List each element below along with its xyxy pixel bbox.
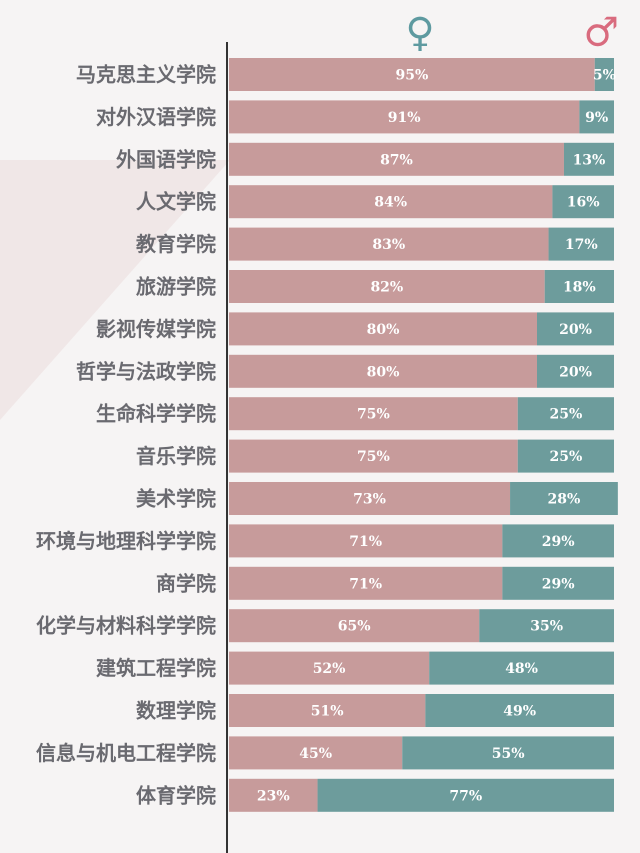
male-bar [537, 354, 614, 388]
male-value-label: 9% [585, 110, 608, 126]
female-bar [229, 524, 503, 558]
female-bar [229, 736, 403, 770]
female-bar [229, 609, 480, 643]
male-bar [537, 312, 614, 346]
female-bar [229, 100, 580, 134]
male-value-label: 17% [565, 237, 598, 253]
female-bar [229, 694, 426, 727]
female-value-label: 80% [367, 364, 400, 380]
male-value-label: 49% [503, 704, 536, 720]
male-value-label: 18% [563, 280, 596, 296]
category-label: 生命科学学院 [96, 402, 216, 426]
female-bar [229, 439, 518, 473]
bars: 95% 5% 91% 9% 87% 13% 84% 16% 83% 17% 82% 18% 80% 20%… [229, 58, 618, 812]
male-bar [544, 270, 614, 303]
female-bar [229, 566, 503, 600]
male-value-label: 20% [559, 364, 592, 380]
category-label: 音乐学院 [136, 444, 216, 468]
female-bar [229, 227, 549, 261]
female-value-label: 45% [299, 746, 332, 762]
female-value-label: 82% [370, 280, 403, 296]
female-value-label: 84% [374, 195, 407, 211]
male-bar [594, 58, 614, 91]
male-value-label: 25% [549, 407, 582, 423]
female-value-label: 75% [357, 407, 390, 423]
female-value-label: 80% [367, 322, 400, 338]
male-bar [510, 482, 618, 515]
female-bar [229, 312, 537, 346]
female-bar [229, 651, 430, 685]
female-bar [229, 778, 318, 812]
category-label: 环境与地理科学学院 [36, 529, 216, 553]
male-bar [563, 142, 614, 176]
male-bar [517, 439, 614, 473]
female-value-label: 87% [380, 152, 413, 168]
male-value-label: 16% [567, 195, 600, 211]
male-value-label: 48% [505, 661, 538, 677]
male-bar [479, 609, 614, 643]
category-label: 教育学院 [136, 232, 216, 256]
male-symbol-icon: ♂ [583, 10, 619, 56]
male-value-label: 35% [530, 619, 563, 635]
category-labels: 马克思主义学院对外汉语学院外国语学院人文学院教育学院旅游学院影视传媒学院哲学与法… [36, 63, 216, 808]
male-value-label: 29% [542, 576, 575, 592]
female-value-label: 73% [353, 492, 386, 508]
category-label: 哲学与法政学院 [76, 359, 216, 383]
category-label: 美术学院 [136, 487, 216, 511]
female-value-label: 71% [349, 534, 382, 550]
female-value-label: 75% [357, 449, 390, 465]
female-bar [229, 397, 518, 431]
female-symbol-icon: ♀ [405, 10, 434, 56]
category-label: 影视传媒学院 [96, 317, 216, 341]
male-value-label: 20% [559, 322, 592, 338]
female-value-label: 65% [338, 619, 371, 635]
male-bar [552, 185, 614, 219]
female-value-label: 71% [349, 576, 382, 592]
female-value-label: 52% [313, 661, 346, 677]
male-value-label: 77% [449, 788, 482, 804]
male-bar [517, 397, 614, 431]
male-bar [579, 100, 614, 134]
male-value-label: 25% [549, 449, 582, 465]
legend: ♀ ♂ [405, 10, 619, 56]
category-label: 数理学院 [136, 699, 216, 723]
female-bar [229, 354, 537, 388]
male-bar [548, 227, 614, 261]
category-label: 化学与材料科学学院 [36, 614, 216, 638]
male-bar [317, 778, 614, 812]
male-bar [502, 566, 614, 600]
category-label: 体育学院 [136, 783, 216, 807]
male-bar [402, 736, 614, 770]
category-label: 人文学院 [136, 190, 216, 214]
female-bar [229, 58, 595, 91]
male-bar [425, 694, 614, 727]
female-bar [229, 270, 545, 303]
male-value-label: 13% [573, 152, 606, 168]
male-value-label: 28% [548, 492, 581, 508]
female-value-label: 23% [257, 788, 290, 804]
male-value-label: 5% [593, 68, 616, 84]
male-value-label: 55% [492, 746, 525, 762]
category-label: 外国语学院 [116, 147, 216, 171]
category-label: 旅游学院 [136, 275, 216, 299]
male-bar [502, 524, 614, 558]
female-bar [229, 185, 553, 219]
female-value-label: 83% [372, 237, 405, 253]
female-bar [229, 482, 511, 515]
category-label: 对外汉语学院 [96, 105, 216, 129]
female-value-label: 51% [311, 704, 344, 720]
category-label: 建筑工程学院 [96, 656, 216, 680]
category-label: 马克思主义学院 [76, 63, 216, 87]
male-bar [429, 651, 614, 685]
male-value-label: 29% [542, 534, 575, 550]
category-label: 商学院 [156, 571, 216, 595]
female-value-label: 91% [388, 110, 421, 126]
female-bar [229, 142, 564, 176]
female-value-label: 95% [395, 68, 428, 84]
category-label: 信息与机电工程学院 [36, 741, 216, 765]
